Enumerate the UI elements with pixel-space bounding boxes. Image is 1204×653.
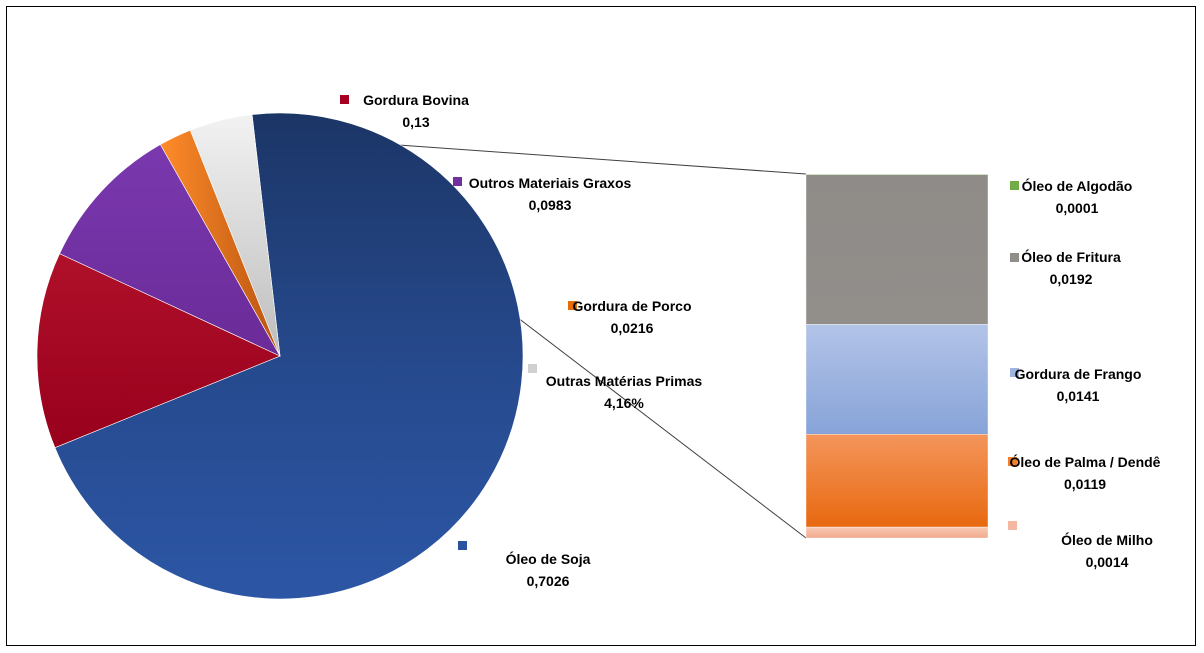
- value-label-gordura-de-frango: 0,0141: [1057, 388, 1100, 404]
- legend-key-outras-materias-primas: [528, 364, 537, 373]
- value-label-oleo-de-milho: 0,0014: [1086, 554, 1129, 570]
- value-label-oleo-de-palma-dende: 0,0119: [1064, 476, 1106, 492]
- slice-label-outros-materiais-graxos: Outros Materiais Graxos: [469, 175, 632, 191]
- value-label-outros-materiais-graxos: 0,0983: [529, 197, 572, 213]
- slice-label-outras-materias-primas: Outras Matérias Primas: [546, 373, 703, 389]
- bar-segment-oleo-de-palma-dende: [805, 434, 989, 528]
- slice-label-oleo-de-soja: Óleo de Soja: [506, 550, 591, 567]
- value-label-gordura-bovina: 0,13: [402, 114, 429, 130]
- bar-segment-oleo-de-milho: [805, 526, 989, 539]
- slice-label-oleo-de-fritura: Óleo de Fritura: [1021, 248, 1121, 265]
- legend-key-gordura-de-porco: [568, 301, 577, 310]
- slice-label-gordura-bovina: Gordura Bovina: [363, 92, 469, 108]
- slice-label-gordura-de-porco: Gordura de Porco: [572, 298, 691, 314]
- bar-segment-oleo-de-fritura: [805, 174, 989, 325]
- pie-slice-outros-materiais-graxos: [59, 144, 281, 357]
- value-label-oleo-de-fritura: 0,0192: [1050, 271, 1093, 287]
- value-label-gordura-de-porco: 0,0216: [611, 320, 654, 336]
- slice-label-oleo-de-algodao: Óleo de Algodão: [1022, 177, 1133, 194]
- legend-key-oleo-de-palma-dende: [1008, 457, 1017, 466]
- slice-label-gordura-de-frango: Gordura de Frango: [1015, 366, 1142, 382]
- pie-slice-oleo-de-soja: [54, 112, 524, 600]
- slice-label-oleo-de-milho: Óleo de Milho: [1061, 531, 1153, 548]
- legend-key-outros-materiais-graxos: [453, 177, 462, 186]
- legend-key-oleo-de-soja: [458, 541, 467, 550]
- value-label-oleo-de-algodao: 0,0001: [1056, 200, 1099, 216]
- slice-label-oleo-de-palma-dende: Óleo de Palma / Dendê: [1010, 453, 1161, 470]
- legend-key-oleo-de-fritura: [1010, 253, 1019, 262]
- value-label-oleo-de-soja: 0,7026: [527, 573, 570, 589]
- legend-key-gordura-de-frango: [1010, 368, 1019, 377]
- legend-key-oleo-de-milho: [1008, 521, 1017, 530]
- legend-key-gordura-bovina: [340, 95, 349, 104]
- bar-segment-gordura-de-frango: [805, 324, 989, 435]
- value-label-outras-materias-primas: 4,16%: [604, 395, 644, 411]
- pie-slice-outras-materias-primas: [189, 114, 281, 357]
- pie-slice-gordura-bovina: [36, 253, 281, 449]
- legend-key-oleo-de-algodao: [1010, 181, 1019, 190]
